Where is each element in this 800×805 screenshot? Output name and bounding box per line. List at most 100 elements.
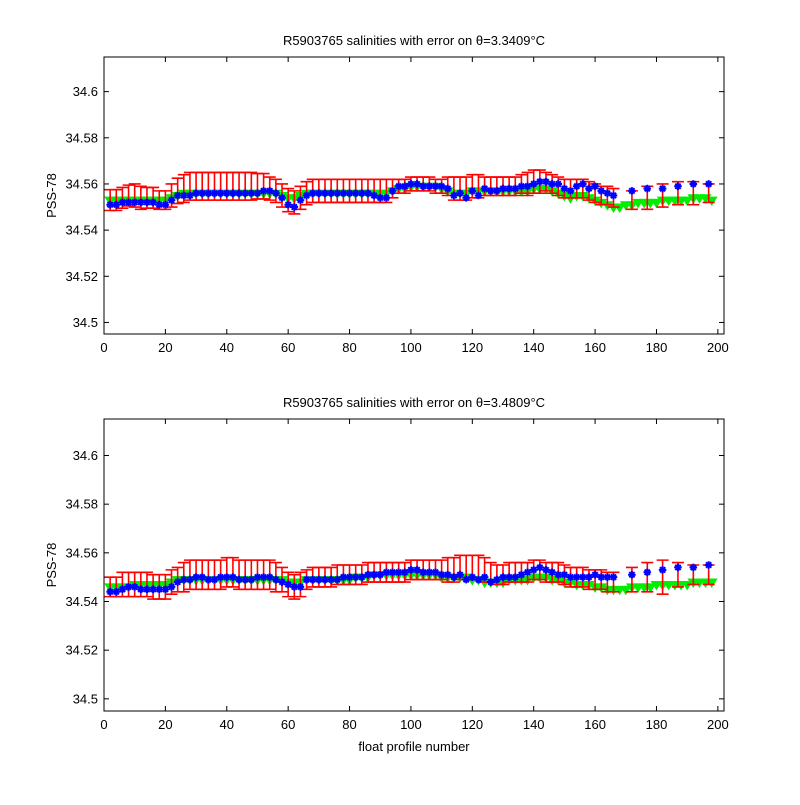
float-point: [658, 184, 667, 193]
float-point: [499, 573, 507, 581]
float-point: [658, 566, 667, 574]
float-point: [394, 182, 403, 191]
float-point: [327, 189, 335, 197]
x-tick-label: 140: [523, 717, 545, 732]
float-point: [130, 198, 139, 207]
float-point: [443, 184, 452, 193]
float-point: [493, 187, 501, 195]
float-point: [130, 583, 139, 591]
float-point: [431, 182, 440, 191]
error-bar: [171, 177, 184, 205]
float-point: [419, 182, 428, 191]
y-tick-label: 34.58: [65, 130, 98, 145]
float-point: [431, 568, 440, 577]
y-tick-label: 34.54: [65, 223, 98, 238]
axes-frame: [103, 56, 725, 335]
float-point: [462, 194, 470, 202]
y-tick-label: 34.54: [65, 594, 98, 609]
float-point: [155, 200, 164, 209]
float-point: [210, 189, 219, 197]
float-point: [192, 573, 200, 581]
x-tick-label: 180: [646, 340, 668, 355]
float-point: [351, 573, 360, 581]
float-point: [382, 194, 391, 202]
float-point: [180, 575, 188, 584]
float-point: [480, 184, 489, 193]
plot-area: [104, 419, 724, 711]
float-point: [143, 585, 151, 594]
y-tick-label: 34.6: [73, 84, 98, 99]
float-point: [400, 182, 409, 191]
float-point: [315, 189, 323, 197]
float-point: [302, 191, 311, 200]
x-tick-label: 160: [584, 340, 606, 355]
x-tick-label: 80: [342, 717, 356, 732]
float-point: [308, 575, 317, 584]
float-point: [364, 189, 372, 197]
float-point: [548, 180, 556, 188]
float-point: [388, 568, 397, 577]
float-point: [167, 583, 176, 591]
float-point: [628, 187, 636, 195]
float-point: [358, 573, 366, 581]
x-tick-label: 0: [100, 717, 107, 732]
float-point: [124, 583, 133, 591]
float-point: [370, 191, 378, 200]
float-point: [529, 180, 538, 188]
y-tick-label: 34.56: [65, 545, 98, 560]
error-bar: [257, 172, 270, 200]
calibrated-point: [681, 196, 694, 207]
float-point: [597, 187, 606, 195]
float-point: [419, 568, 428, 577]
float-point: [192, 189, 200, 197]
float-point: [278, 194, 286, 202]
data-layer: [104, 554, 718, 600]
float-point: [511, 184, 520, 193]
float-point: [241, 189, 249, 197]
float-point: [296, 196, 305, 204]
float-point: [180, 191, 188, 200]
float-point: [321, 575, 329, 584]
float-point: [704, 561, 713, 569]
float-point: [229, 189, 237, 197]
float-point: [499, 184, 507, 193]
float-point: [204, 189, 213, 197]
float-point: [603, 573, 612, 581]
x-tick-label: 100: [400, 340, 422, 355]
x-tick-label: 20: [158, 340, 172, 355]
float-point: [118, 585, 127, 594]
x-tick-label: 120: [461, 340, 483, 355]
float-point: [302, 575, 311, 584]
float-point: [161, 585, 170, 594]
y-tick-label: 34.5: [73, 691, 98, 706]
float-point: [523, 568, 532, 577]
y-tick-label: 34.5: [73, 315, 98, 330]
calibrated-point: [613, 203, 626, 213]
float-point: [333, 575, 342, 584]
float-point: [517, 182, 526, 191]
float-point: [529, 566, 538, 574]
float-point: [400, 568, 409, 577]
float-point: [284, 200, 292, 209]
float-point: [437, 570, 446, 579]
float-point: [253, 573, 262, 581]
float-point: [370, 570, 378, 579]
y-axis-label: PSS-78: [44, 543, 59, 588]
float-point: [235, 575, 243, 584]
chart-title: R5903765 salinities with error on θ=3.34…: [283, 33, 545, 48]
y-axis: 34.5 34.52 34.54 34.56 34.58 34.6: [65, 448, 724, 706]
float-point: [339, 573, 348, 581]
float-point: [505, 184, 513, 193]
x-tick-label: 140: [523, 340, 545, 355]
float-point: [235, 189, 243, 197]
axes-frame: [103, 418, 725, 712]
float-point: [173, 578, 182, 586]
float-point: [173, 191, 182, 200]
float-point: [505, 573, 513, 581]
float-point: [628, 570, 636, 579]
float-point: [456, 570, 464, 579]
float-point: [290, 203, 299, 211]
float-point: [643, 568, 652, 577]
float-point: [548, 568, 556, 577]
float-point: [149, 585, 157, 594]
